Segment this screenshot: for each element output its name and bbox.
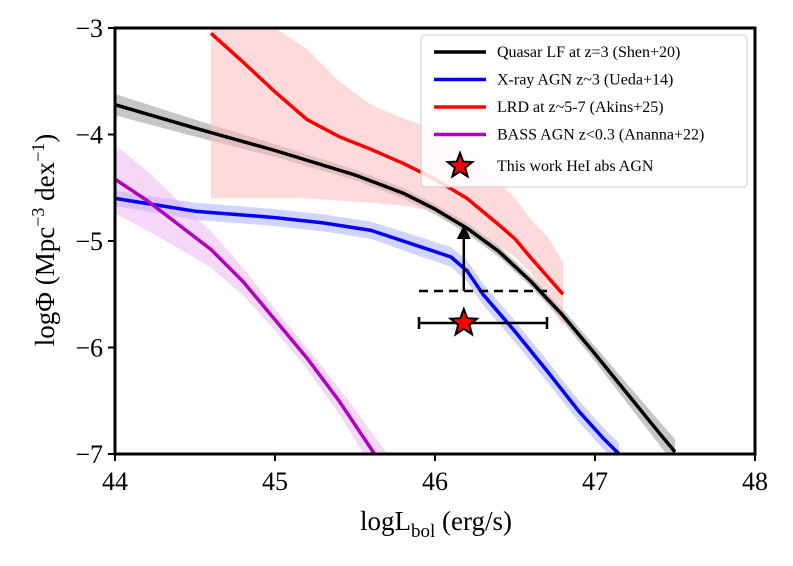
y-tick-label: −3 — [75, 14, 103, 43]
x-axis-title: logLbol (erg/s) — [360, 506, 512, 542]
y-tick-label: −6 — [75, 334, 103, 363]
x-tick-label: 46 — [422, 467, 448, 496]
legend-label-this-work: This work HeI abs AGN — [497, 158, 654, 175]
series-lines — [115, 31, 677, 454]
y-tick-label: −4 — [75, 121, 103, 150]
legend-label-quasar-lf-at-z-3-shen-20: Quasar LF at z=3 (Shen+20) — [497, 44, 680, 61]
legend-box — [420, 34, 748, 188]
line-x-ray-agn-z-3-ueda-14 — [115, 196, 621, 454]
legend-label-x-ray-agn-z-3-ueda-14: X-ray AGN z~3 (Ueda+14) — [497, 72, 673, 89]
axes: 44 45 46 47 48 −7 −6 −5 −4 −3 — [75, 14, 768, 496]
x-tick-label: 45 — [262, 467, 288, 496]
this-work-star-marker — [447, 306, 480, 337]
y-tick-label: −7 — [75, 440, 103, 469]
y-axis-title: logΦ (Mpc−3 dex−1) — [28, 134, 60, 347]
x-tick-label: 47 — [582, 467, 608, 496]
band-quasar-lf-at-z-3-shen-20 — [115, 94, 675, 454]
legend: Quasar LF at z=3 (Shen+20) X-ray AGN z~3 … — [420, 34, 748, 188]
x-tick-label: 44 — [102, 467, 128, 496]
legend-label-lrd-at-z-5-7-akins-25: LRD at z~5-7 (Akins+25) — [497, 99, 664, 116]
y-tick-label: −5 — [75, 227, 103, 256]
line-quasar-lf-at-z-3-shen-20 — [115, 103, 677, 454]
band-lrd-at-z-5-7-akins-25 — [211, 28, 563, 327]
upper-limit-arrow-head — [456, 225, 471, 240]
x-tick-label: 48 — [742, 467, 768, 496]
line-lrd-at-z-5-7-akins-25 — [209, 31, 565, 296]
line-bass-agn-z-0-3-ananna-22 — [115, 177, 377, 454]
legend-label-bass-agn-z-0-3-ananna-22: BASS AGN z<0.3 (Ananna+22) — [497, 127, 704, 144]
legend-swatch-star — [444, 150, 476, 179]
this-work-point — [417, 225, 549, 337]
